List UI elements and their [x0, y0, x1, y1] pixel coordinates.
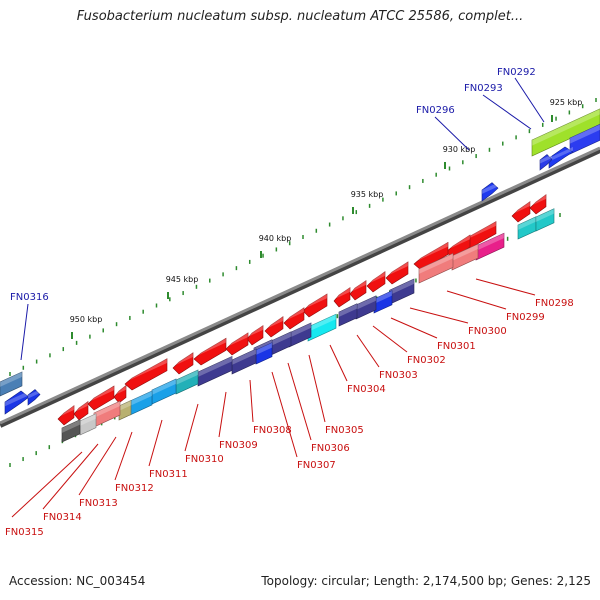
callout-line [482, 94, 532, 130]
gene-inner-20[interactable] [118, 400, 132, 421]
callout-line [356, 334, 380, 368]
gene-inner-12[interactable] [270, 331, 292, 356]
callout-line [372, 325, 408, 353]
callout-line [78, 436, 117, 496]
gene-inner-2[interactable] [535, 208, 555, 232]
gene-fn0293[interactable] [569, 123, 600, 155]
gene-fn0292[interactable] [531, 108, 600, 157]
gene-fn0294[interactable] [539, 154, 553, 171]
gene-fn0310[interactable] [225, 332, 249, 356]
callout-line [184, 403, 199, 452]
gene-label-fn0307[interactable]: FN0307 [297, 460, 336, 471]
gene-fn0298b[interactable] [529, 194, 547, 215]
kbp-label-935: 935 kbp [351, 190, 384, 199]
gene-label-fn0314[interactable]: FN0314 [43, 512, 82, 523]
callout-line [514, 77, 545, 123]
gene-label-fn0296[interactable]: FN0296 [416, 105, 455, 116]
kbp-label-945: 945 kbp [166, 275, 199, 284]
gene-label-fn0311[interactable]: FN0311 [149, 469, 188, 480]
gene-fn0318[interactable] [27, 389, 41, 406]
gene-inner-23[interactable] [61, 419, 81, 443]
callout-line [409, 307, 469, 324]
callout-line [434, 116, 470, 151]
gene-label-fn0303[interactable]: FN0303 [379, 370, 418, 381]
callout-line [446, 290, 507, 310]
gene-inner-18[interactable] [151, 378, 177, 405]
gene-fn0312[interactable] [172, 352, 194, 375]
gene-label-fn0306[interactable]: FN0306 [311, 443, 350, 454]
gene-label-fn0299[interactable]: FN0299 [506, 312, 545, 323]
gene-label-fn0310[interactable]: FN0310 [185, 454, 224, 465]
backbone [0, 146, 600, 425]
callout-line [249, 379, 254, 423]
genome-summary-text: Topology: circular; Length: 2,174,500 bp… [261, 574, 591, 588]
accession-text: Accession: NC_003454 [9, 574, 146, 588]
callout-line [148, 419, 163, 467]
backbone-layer [0, 146, 600, 428]
gene-inner-7[interactable] [373, 290, 393, 314]
gene-fn0297[interactable] [511, 201, 531, 223]
callout-line [11, 451, 83, 518]
gene-fn0314b[interactable] [73, 401, 89, 421]
gene-fn0309[interactable] [246, 325, 264, 346]
gene-fn0315[interactable] [57, 405, 75, 426]
gene-fn0296[interactable] [481, 182, 499, 202]
gene-label-fn0292[interactable]: FN0292 [497, 67, 536, 78]
gene-fn0307[interactable] [283, 307, 305, 330]
gene-fn0313[interactable] [124, 358, 168, 391]
gene-fn0314[interactable] [87, 385, 115, 411]
gene-fn0303[interactable] [366, 271, 386, 293]
gene-fn0293b[interactable] [548, 146, 574, 169]
gene-inner-9[interactable] [338, 303, 358, 327]
gene-label-fn0316[interactable]: FN0316 [10, 292, 49, 303]
backbone-shadow [0, 147, 600, 428]
gene-inner-5[interactable] [418, 252, 454, 284]
gene-label-fn0308[interactable]: FN0308 [253, 425, 292, 436]
callout-line [218, 391, 227, 438]
callout-line [42, 443, 99, 510]
callout-line [287, 362, 312, 441]
callout-line [390, 317, 438, 339]
gene-label-fn0302[interactable]: FN0302 [407, 355, 446, 366]
gene-label-fn0313[interactable]: FN0313 [79, 498, 118, 509]
callout-line [20, 303, 29, 361]
gene-label-fn0304[interactable]: FN0304 [347, 384, 386, 395]
gene-label-fn0315[interactable]: FN0315 [5, 527, 44, 538]
gene-label-fn0305[interactable]: FN0305 [325, 425, 364, 436]
gene-fn0306[interactable] [302, 293, 328, 318]
callout-line [114, 431, 133, 481]
gene-label-fn0298[interactable]: FN0298 [535, 298, 574, 309]
gene-label-fn0301[interactable]: FN0301 [437, 341, 476, 352]
gene-inner-8[interactable] [355, 295, 377, 320]
callout-line [271, 371, 298, 458]
gene-inner-19[interactable] [129, 390, 153, 416]
gene-fn0313b[interactable] [113, 384, 127, 404]
gene-fn0304[interactable] [349, 280, 367, 301]
kbp-label-940: 940 kbp [259, 234, 292, 243]
gene-fn0311[interactable] [193, 337, 227, 366]
kbp-label-930: 930 kbp [443, 145, 476, 154]
gene-label-fn0312[interactable]: FN0312 [115, 483, 154, 494]
gene-label-fn0293[interactable]: FN0293 [464, 83, 503, 94]
gene-fn0302[interactable] [385, 261, 409, 285]
gene-fn0308[interactable] [264, 316, 284, 338]
gene-label-fn0309[interactable]: FN0309 [219, 440, 258, 451]
gene-layer [0, 108, 600, 443]
kbp-label-925: 925 kbp [550, 98, 583, 107]
gene-fn0305[interactable] [333, 287, 351, 308]
callout-line [329, 344, 348, 382]
map-title: Fusobacterium nucleatum subsp. nucleatum… [76, 9, 524, 24]
gene-label-fn0300[interactable]: FN0300 [468, 326, 507, 337]
callout-line [308, 354, 326, 423]
label-layer: FN0292 FN0293 FN0296 FN0316 FN0298 FN0299 FN03… [5, 67, 574, 538]
gene-fn0316[interactable] [0, 371, 23, 397]
callout-line-layer [11, 77, 545, 518]
kbp-label-950: 950 kbp [70, 315, 103, 324]
gene-fn0317[interactable] [4, 390, 30, 415]
gene-inner-10[interactable] [307, 313, 337, 342]
callout-line [475, 278, 536, 296]
